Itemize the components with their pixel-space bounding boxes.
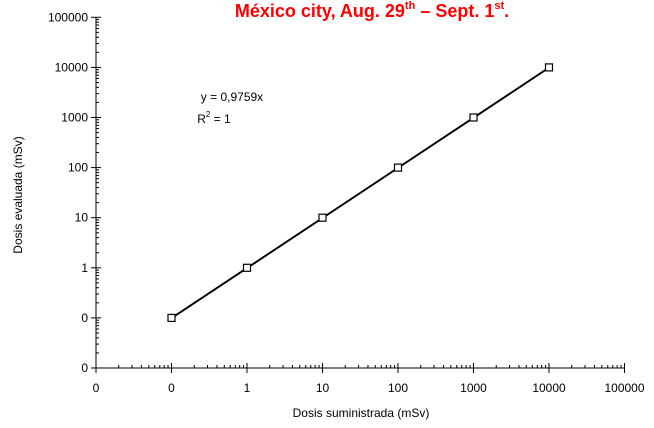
y-ticks: 0 0 1 10 100 1000 10000 100000 xyxy=(48,10,101,375)
trendline-group xyxy=(171,66,550,320)
x-tick-label: 10000 xyxy=(532,381,566,395)
r2-tail: = 1 xyxy=(210,112,231,126)
y-axis-title: Dosis evaluada (mSv) xyxy=(11,136,25,253)
axes xyxy=(95,17,625,369)
r2-sup: 2 xyxy=(206,110,211,119)
x-ticks: 0 0 1 10 100 1000 10000 100000 xyxy=(93,363,645,395)
title-main: México city, Aug. 29 xyxy=(235,1,405,21)
x-axis-title: Dosis suministrada (mSv) xyxy=(293,406,430,420)
trend-equation: y = 0,9759x xyxy=(201,90,263,104)
data-point xyxy=(469,113,478,122)
data-point xyxy=(167,313,176,322)
data-point xyxy=(544,63,554,72)
x-tick-label: 1 xyxy=(244,381,251,395)
y-tick-label: 1000 xyxy=(61,111,88,125)
data-points xyxy=(167,63,554,322)
data-point xyxy=(318,213,327,222)
title-mid: – Sept. 1 xyxy=(415,1,494,21)
trend-r-squared: R2 = 1 xyxy=(197,110,231,126)
y-tick-label: 0 xyxy=(81,311,88,325)
data-point xyxy=(393,163,403,172)
y-tick-label: 10000 xyxy=(55,60,89,74)
y-tick-label: 1 xyxy=(81,261,88,275)
x-tick-label: 100 xyxy=(388,381,408,395)
chart-title: México city, Aug. 29th – Sept. 1st. xyxy=(235,0,509,21)
r2-base: R xyxy=(197,112,206,126)
x-tick-label: 0 xyxy=(168,381,175,395)
series-line xyxy=(171,66,550,319)
title-sup-1: th xyxy=(405,0,416,12)
y-tick-label: 100 xyxy=(68,161,88,175)
y-tick-label: 100000 xyxy=(48,10,88,24)
y-tick-label: 0 xyxy=(81,361,88,375)
title-end: . xyxy=(504,1,509,21)
x-tick-label: 100000 xyxy=(604,381,644,395)
title-sup-2: st xyxy=(494,0,504,12)
x-tick-label: 10 xyxy=(316,381,330,395)
x-tick-label: 0 xyxy=(93,381,100,395)
data-point xyxy=(242,263,252,272)
y-tick-label: 10 xyxy=(75,211,89,225)
x-tick-label: 1000 xyxy=(460,381,487,395)
